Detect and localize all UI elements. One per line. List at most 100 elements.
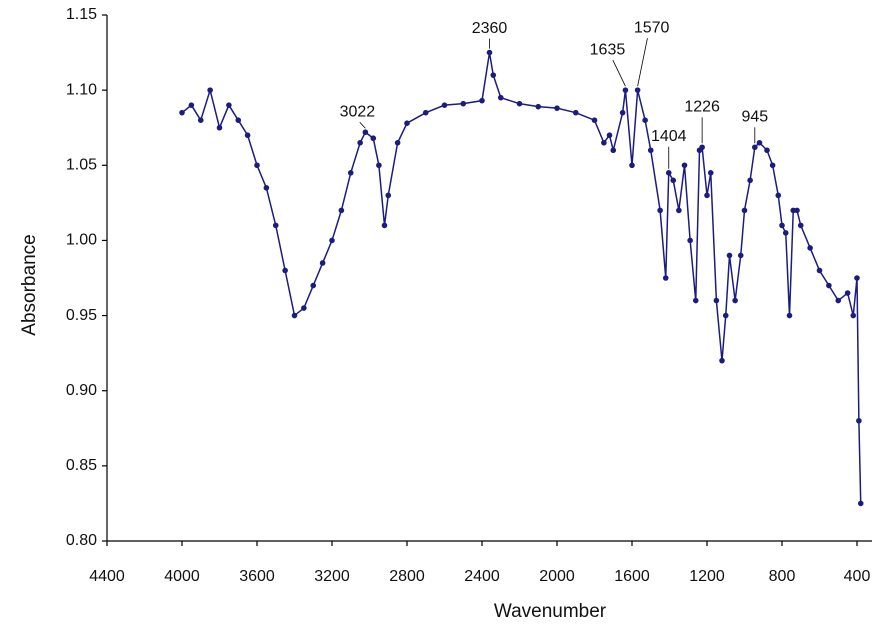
y-axis-title: Absorbance — [19, 234, 40, 335]
point — [782, 230, 789, 236]
y-tick-label: 1.00 — [66, 232, 97, 249]
point — [786, 312, 793, 319]
point — [756, 139, 763, 146]
x-tick-label: 1200 — [689, 568, 725, 585]
x-tick-label: 2400 — [464, 568, 500, 585]
point — [713, 297, 720, 304]
point — [282, 267, 288, 274]
point — [394, 139, 401, 146]
point — [797, 222, 804, 229]
y-tick-label: 0.85 — [66, 457, 97, 474]
x-tick-label: 400 — [844, 568, 871, 585]
point — [535, 103, 542, 110]
point — [692, 297, 699, 304]
point — [338, 207, 345, 214]
point — [601, 139, 607, 146]
point — [244, 132, 251, 139]
point — [422, 109, 429, 116]
point — [856, 417, 862, 424]
point — [854, 275, 860, 281]
point — [188, 102, 195, 108]
x-tick-label: 1600 — [614, 568, 650, 585]
point — [263, 185, 270, 191]
point — [479, 97, 485, 104]
point — [769, 162, 776, 169]
x-tick-label: 3600 — [239, 568, 275, 585]
point — [606, 132, 613, 139]
point — [779, 222, 785, 229]
point — [497, 94, 504, 101]
spectrum-line — [181, 52, 862, 504]
point — [235, 117, 242, 123]
point — [216, 124, 223, 131]
point — [619, 109, 626, 116]
point — [319, 260, 326, 266]
point — [441, 102, 448, 108]
point — [670, 177, 677, 184]
point — [699, 144, 705, 151]
point — [657, 207, 663, 214]
point — [794, 207, 800, 214]
point — [647, 147, 654, 154]
point — [844, 290, 851, 296]
point — [310, 282, 317, 289]
point — [554, 105, 560, 111]
point — [764, 147, 770, 154]
annotation: 1570 — [634, 19, 670, 36]
point — [826, 282, 832, 289]
point — [622, 87, 629, 93]
point — [376, 162, 382, 169]
point — [301, 305, 307, 311]
point — [629, 162, 635, 169]
point — [486, 49, 493, 56]
point — [179, 109, 185, 116]
point — [707, 170, 714, 176]
point — [752, 144, 758, 151]
annotation: 1226 — [684, 98, 720, 115]
x-axis-title: Wavenumber — [494, 601, 607, 622]
point — [591, 117, 598, 123]
point — [347, 170, 354, 176]
point — [272, 222, 279, 229]
point — [662, 275, 669, 281]
point — [676, 207, 682, 214]
point — [737, 252, 744, 259]
point — [490, 72, 497, 78]
point — [747, 177, 753, 184]
point — [362, 129, 369, 136]
point — [207, 87, 213, 93]
annotation: 3022 — [340, 103, 376, 120]
y-tick-label: 0.80 — [66, 532, 97, 549]
point — [385, 192, 392, 199]
point — [516, 100, 523, 107]
point — [741, 207, 748, 214]
annotation: 1635 — [590, 41, 626, 58]
point — [816, 267, 823, 274]
point — [460, 100, 467, 107]
point — [835, 297, 842, 304]
point — [370, 135, 377, 142]
point — [681, 162, 688, 169]
point — [381, 222, 388, 229]
point — [687, 237, 693, 244]
x-tick-label: 2800 — [389, 568, 425, 585]
point — [722, 312, 729, 319]
point — [226, 102, 232, 108]
x-tick-label: 2000 — [539, 568, 575, 585]
point — [704, 192, 710, 199]
y-tick-label: 1.15 — [66, 6, 97, 23]
point — [404, 120, 410, 127]
annotation: 1404 — [651, 128, 687, 145]
point — [572, 109, 579, 116]
point — [254, 162, 260, 169]
x-tick-label: 4400 — [89, 568, 125, 585]
annotation: 2360 — [472, 20, 508, 37]
y-tick-label: 1.05 — [66, 157, 97, 174]
point — [719, 357, 725, 364]
point — [775, 192, 782, 199]
y-tick-label: 0.90 — [66, 382, 97, 399]
annotation-leader — [359, 121, 366, 129]
y-tick-label: 1.10 — [66, 81, 97, 98]
point — [634, 87, 641, 93]
